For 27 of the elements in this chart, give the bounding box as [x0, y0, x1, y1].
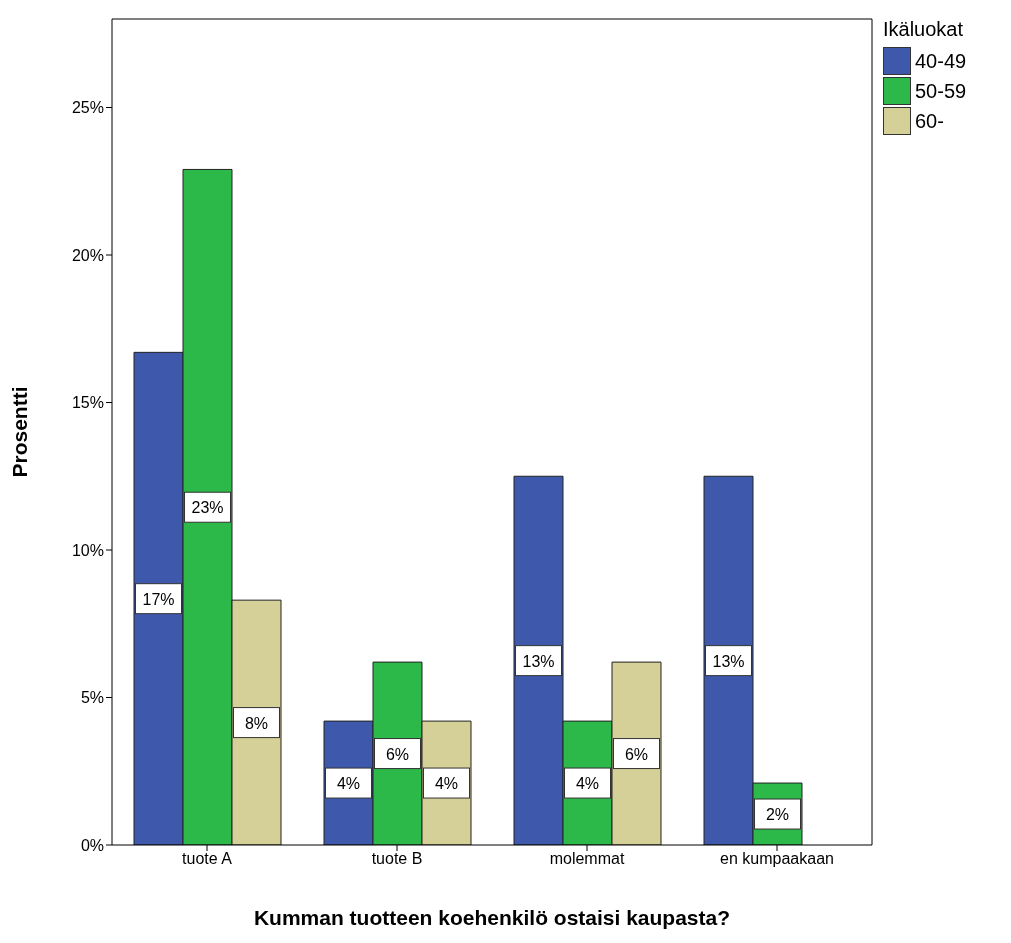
y-tick-label: 20%: [71, 246, 104, 264]
legend-label: 50-59: [915, 79, 967, 103]
data-label: 2%: [765, 806, 790, 824]
x-tick-label: molemmat: [549, 850, 625, 868]
x-tick-label: tuote B: [371, 850, 423, 868]
legend-label: 40-49: [915, 49, 967, 73]
data-label: 4%: [575, 775, 600, 793]
data-label: 6%: [385, 745, 410, 763]
y-tick-label: 10%: [71, 541, 104, 559]
data-label: 13%: [522, 652, 555, 670]
y-axis-title: Prosentti: [8, 386, 32, 478]
legend-label: 60-: [915, 109, 944, 133]
data-label: 6%: [624, 745, 649, 763]
x-tick-label: tuote A: [182, 850, 233, 868]
data-label: 23%: [191, 499, 224, 517]
y-tick-label: 0%: [80, 836, 104, 854]
y-tick-label: 5%: [80, 689, 104, 707]
data-label: 13%: [712, 652, 745, 670]
legend-title: Ikäluokat: [883, 18, 965, 41]
data-label: 4%: [434, 775, 459, 793]
data-label: 8%: [244, 714, 269, 732]
x-tick-label: en kumpaakaan: [720, 850, 834, 868]
x-axis-title: Kumman tuotteen koehenkilö ostaisi kaupasta?: [253, 906, 731, 929]
y-tick-label: 15%: [71, 394, 104, 412]
data-label: 17%: [142, 590, 175, 608]
y-tick-label: 25%: [71, 99, 104, 117]
data-label: 4%: [336, 775, 361, 793]
